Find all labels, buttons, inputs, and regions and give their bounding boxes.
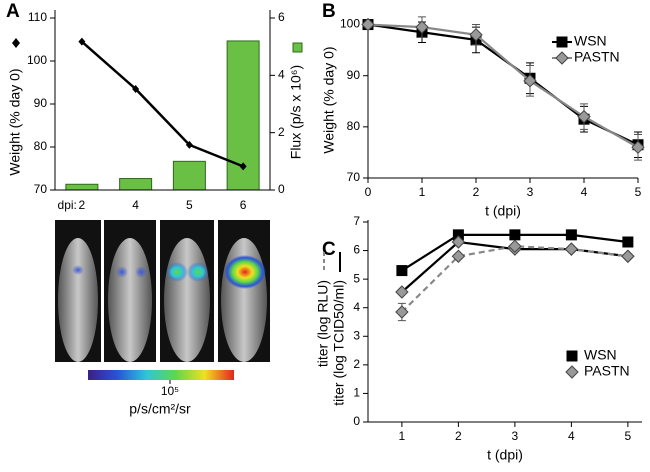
x-tick-label: 4	[568, 429, 575, 443]
legend-label: WSN	[584, 347, 617, 363]
y-tick-label: 100	[27, 53, 47, 67]
x-tick-label: 1	[419, 185, 426, 199]
point	[469, 28, 483, 42]
x-tick-label: 2	[79, 198, 86, 212]
point	[564, 242, 579, 256]
x-tick-label: 1	[399, 429, 406, 443]
x-tick-label: 5	[186, 198, 193, 212]
y-tick-label: 70	[347, 170, 361, 184]
legend-label: PASTN	[584, 363, 630, 379]
y-axis-title: Weight (% day 0)	[7, 68, 23, 175]
point	[451, 249, 466, 263]
point	[622, 236, 634, 248]
panel-label: B	[322, 1, 336, 22]
point	[509, 229, 521, 241]
line	[401, 245, 629, 313]
line	[367, 23, 639, 149]
x-prefix: dpi:	[58, 198, 77, 212]
point	[415, 20, 429, 34]
y-tick-label: 5	[353, 271, 360, 285]
y-tick-label: 80	[347, 119, 361, 133]
y-tick-label: 2	[353, 357, 360, 371]
colorbar-label: p/s/cm²/sr	[129, 401, 191, 417]
point	[631, 140, 645, 155]
mouse-images	[55, 220, 270, 362]
legend-marker	[12, 38, 20, 48]
x-tick-label: 4	[581, 185, 588, 199]
y-tick-label: 4	[353, 300, 360, 314]
y-tick-label: 80	[34, 139, 48, 153]
y-tick-label: 6	[353, 243, 360, 257]
y-tick-label: 1	[353, 386, 360, 400]
x-tick-label: 5	[625, 429, 632, 443]
point	[361, 17, 375, 32]
x-tick-label: 4	[132, 198, 139, 212]
point	[239, 162, 247, 171]
y-tick-label: 70	[34, 182, 48, 196]
x-tick-label: 3	[512, 429, 519, 443]
y-axis-title: titer (log TCID50/ml)	[331, 280, 347, 406]
panel-label: A	[6, 1, 20, 22]
bar	[119, 178, 153, 191]
y-tick-label: 3	[353, 328, 360, 342]
y-tick-label: 2	[278, 125, 285, 139]
point	[577, 109, 591, 124]
point	[508, 239, 522, 253]
point	[396, 265, 408, 277]
point	[395, 305, 409, 319]
y-tick-label: 0	[353, 414, 360, 428]
y-tick-label: 110	[28, 10, 47, 24]
legend-marker	[566, 350, 578, 362]
x-axis-title: t (dpi)	[487, 447, 523, 463]
x-tick-label: 2	[473, 185, 480, 199]
point	[565, 229, 577, 241]
bar	[65, 183, 99, 191]
point	[395, 285, 409, 299]
y-tick-label: 6	[278, 10, 285, 24]
line	[81, 40, 244, 168]
y-axis-title: Weight (% day 0)	[321, 46, 337, 153]
y-tick-label: 0	[278, 182, 285, 196]
point	[621, 249, 635, 263]
colorbar-tick-label: 10⁵	[161, 384, 179, 398]
panel-label: C	[322, 239, 336, 260]
legend-label: PASTN	[574, 49, 620, 65]
legend-marker	[292, 42, 303, 53]
x-tick-label: 0	[365, 185, 372, 199]
colorbar	[88, 370, 234, 380]
legend-label: WSN	[574, 33, 607, 49]
y-tick-label: 4	[278, 68, 285, 82]
bar	[172, 160, 206, 191]
point	[78, 37, 86, 46]
y2-axis-title: Flux (p/s x 10⁶)	[288, 65, 304, 159]
x-tick-label: 3	[527, 185, 534, 199]
y-tick-label: 90	[34, 96, 48, 110]
point	[523, 74, 537, 88]
x-tick-label: 2	[455, 429, 462, 443]
y-tick-label: 7	[353, 214, 360, 228]
x-tick-label: 5	[635, 185, 642, 199]
legend-marker	[565, 365, 579, 379]
y-axis-title: titer (log RLU)	[315, 280, 331, 367]
y-tick-label: 100	[340, 17, 360, 31]
legend-marker	[556, 36, 568, 48]
legend-marker	[555, 51, 569, 65]
point	[132, 84, 140, 93]
x-tick-label: 6	[240, 198, 247, 212]
point	[185, 140, 193, 149]
y-tick-label: 90	[347, 68, 361, 82]
point	[451, 235, 466, 249]
x-axis-title: t (dpi)	[485, 203, 521, 219]
